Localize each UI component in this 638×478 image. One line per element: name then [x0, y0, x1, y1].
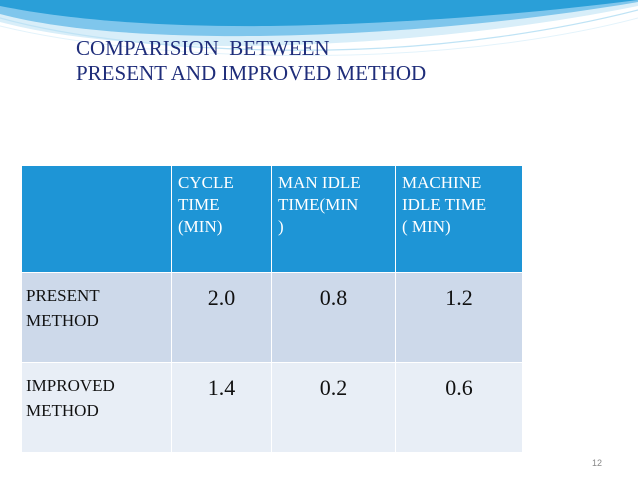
table-row: PRESENT METHOD 2.0 0.8 1.2: [21, 272, 523, 363]
cell-value: 2.0: [207, 285, 236, 310]
row-label-cell: PRESENT METHOD: [21, 272, 172, 363]
cell-value: 1.2: [445, 285, 473, 310]
row-label-cell: IMPROVED METHOD: [21, 362, 172, 453]
cell-value: 1.4: [207, 375, 236, 400]
slide-title: COMPARISION BETWEEN PRESENT AND IMPROVED…: [76, 36, 596, 86]
header-cell-empty: [21, 165, 172, 273]
header-label: MACHINE IDLE TIME ( MIN): [402, 173, 487, 236]
value-cell: 1.2: [395, 272, 523, 363]
page-number: 12: [592, 458, 603, 468]
cell-value: 0.6: [445, 375, 473, 400]
value-cell: 0.6: [395, 362, 523, 453]
table-row: IMPROVED METHOD 1.4 0.2 0.6: [21, 362, 523, 453]
value-cell: 2.0: [171, 272, 272, 363]
header-cell-man-idle-time: MAN IDLE TIME(MIN ): [271, 165, 396, 273]
table-header-row: CYCLE TIME (MIN) MAN IDLE TIME(MIN ) MAC…: [21, 165, 523, 273]
title-line-2: PRESENT AND IMPROVED METHOD: [76, 61, 427, 85]
row-label: IMPROVED METHOD: [26, 376, 115, 420]
value-cell: 0.2: [271, 362, 396, 453]
value-cell: 1.4: [171, 362, 272, 453]
row-label: PRESENT METHOD: [26, 286, 100, 330]
title-line-1: COMPARISION BETWEEN: [76, 36, 330, 60]
header-label: MAN IDLE TIME(MIN ): [278, 173, 361, 236]
header-cell-cycle-time: CYCLE TIME (MIN): [171, 165, 272, 273]
cell-value: 0.8: [319, 285, 348, 310]
header-label: CYCLE TIME (MIN): [178, 173, 234, 236]
header-cell-machine-idle-time: MACHINE IDLE TIME ( MIN): [395, 165, 523, 273]
comparison-table: CYCLE TIME (MIN) MAN IDLE TIME(MIN ) MAC…: [21, 165, 523, 453]
decorative-swoosh: [0, 0, 638, 57]
value-cell: 0.8: [271, 272, 396, 363]
cell-value: 0.2: [319, 375, 348, 400]
